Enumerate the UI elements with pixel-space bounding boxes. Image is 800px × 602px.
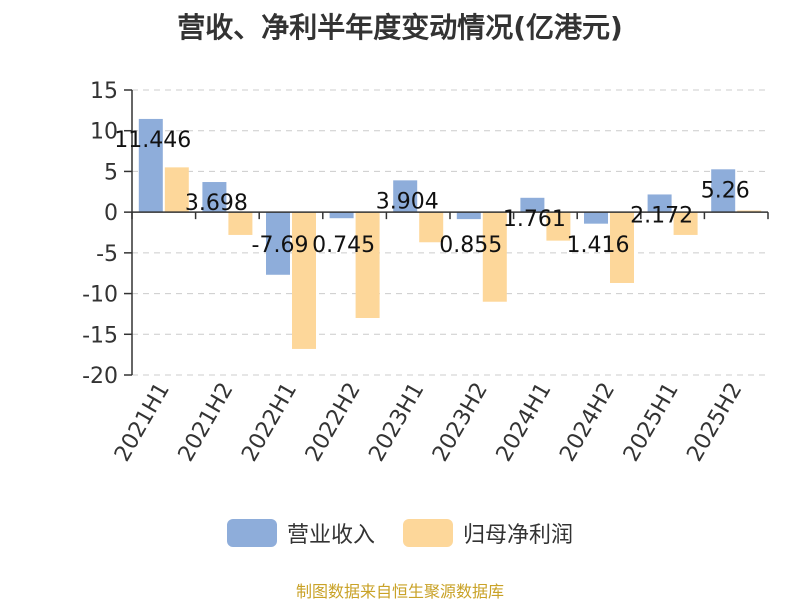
bar-revenue[interactable] (393, 180, 418, 213)
data-label: 3.904 (376, 189, 439, 214)
bar-revenue[interactable] (202, 182, 227, 213)
bar-net-profit[interactable] (164, 167, 189, 213)
bar-net-profit[interactable] (737, 210, 762, 213)
x-tick-label: 2025H2 (682, 379, 747, 466)
bar-revenue[interactable] (647, 194, 672, 213)
chart-title: 营收、净利半年度变动情况(亿港元) (177, 11, 623, 44)
data-label: 3.698 (185, 191, 248, 216)
bar-net-profit[interactable] (673, 212, 698, 235)
y-tick-label: 10 (90, 120, 118, 145)
x-tick-label: 2022H2 (301, 379, 366, 466)
bar-net-profit[interactable] (292, 212, 316, 349)
legend-item-revenue[interactable]: 营业收入 (226, 517, 375, 549)
y-tick-label: -10 (82, 283, 118, 308)
data-label: -7.69 (252, 233, 309, 258)
x-tick-label: 2021H2 (174, 379, 239, 466)
legend-label-revenue: 营业收入 (286, 523, 375, 548)
label-layer: 15 10 5 0 -5 -10 -15 -20 11.446 2021H1 3.698 2021H2… (82, 79, 750, 466)
x-tick-label: 2022H1 (237, 379, 302, 466)
grid-layer (132, 89, 768, 376)
data-label: 0.745 (312, 233, 375, 258)
x-tick-label: 2024H2 (555, 379, 620, 466)
data-label: 0.855 (439, 233, 502, 258)
data-label: 2.172 (630, 203, 693, 228)
legend-item-net-profit[interactable]: 归母净利润 (403, 517, 573, 549)
x-tick-label: 2021H1 (110, 379, 175, 466)
bar-revenue[interactable] (456, 212, 481, 220)
y-tick-label: 5 (104, 160, 118, 185)
y-tick-label: -15 (82, 323, 118, 348)
y-tick-label: -5 (96, 242, 118, 267)
bar-revenue[interactable] (329, 212, 354, 219)
axis-layer (124, 89, 769, 376)
data-label: 1.416 (567, 233, 630, 258)
bar-net-profit[interactable] (546, 212, 571, 241)
x-tick-label: 2023H1 (364, 379, 429, 466)
bar-revenue[interactable] (584, 212, 608, 224)
data-label: 11.446 (114, 128, 191, 153)
bar-layer (138, 118, 762, 349)
bar-revenue[interactable] (138, 118, 163, 213)
data-label: 1.761 (503, 207, 566, 232)
bar-net-profit[interactable] (419, 212, 444, 243)
x-tick-label: 2025H1 (619, 379, 684, 466)
x-tick-label: 2023H2 (428, 379, 493, 466)
bar-revenue[interactable] (266, 212, 290, 275)
bar-net-profit[interactable] (355, 212, 380, 318)
y-tick-label: 0 (104, 201, 118, 226)
bar-revenue[interactable] (520, 197, 545, 213)
legend-swatch-revenue (226, 519, 277, 547)
y-tick-label: 15 (90, 79, 118, 104)
y-tick-label: -20 (82, 364, 118, 389)
x-tick-label: 2024H1 (492, 379, 557, 466)
bar-net-profit[interactable] (610, 212, 634, 283)
data-label: 5.26 (701, 178, 750, 203)
legend-swatch-net-profit (403, 519, 453, 547)
legend: 营业收入 归母净利润 (0, 517, 800, 549)
source-note: 制图数据来自恒生聚源数据库 (295, 582, 504, 601)
legend-label-net-profit: 归母净利润 (463, 523, 574, 548)
bar-revenue[interactable] (711, 169, 736, 213)
bar-net-profit[interactable] (228, 212, 253, 235)
bar-net-profit[interactable] (482, 212, 507, 302)
